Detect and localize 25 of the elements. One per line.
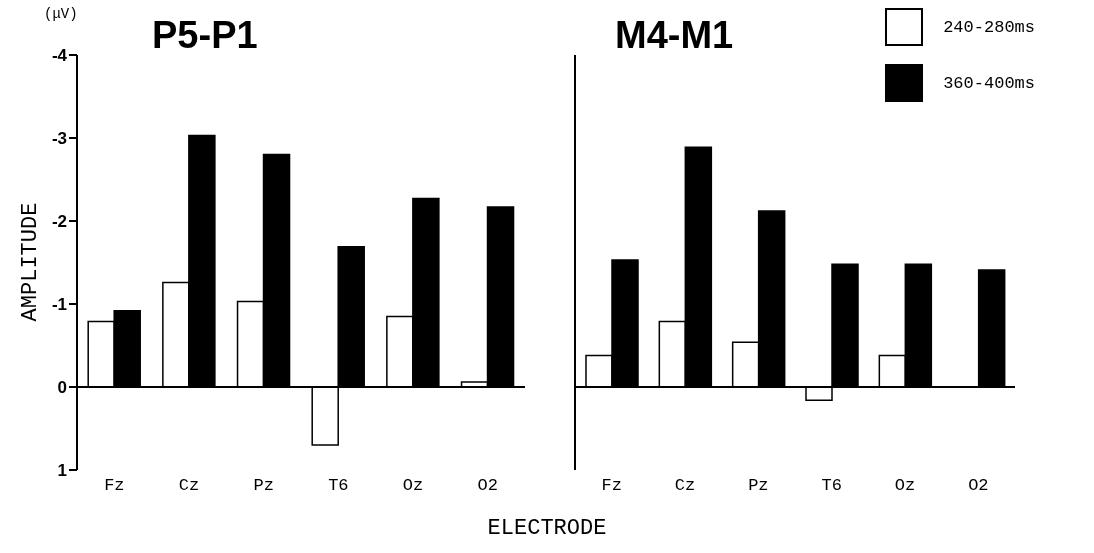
legend-label: 360-400ms [943, 73, 1035, 93]
x-tick-label: Cz [178, 476, 200, 496]
legend-label: 240-280ms [943, 17, 1035, 37]
x-tick-label: Pz [253, 476, 274, 496]
y-tick-label: 0 [57, 378, 67, 398]
y-tick-label: -1 [51, 295, 67, 315]
x-tick-label: O2 [968, 476, 989, 496]
x-tick-label: Oz [402, 476, 424, 496]
x-tick-label: Fz [601, 476, 622, 496]
y-tick-label: -2 [51, 212, 67, 232]
x-tick-label: T6 [821, 476, 842, 496]
x-tick-label: Fz [104, 476, 125, 496]
chart-title: P5-P1 [152, 14, 258, 57]
y-tick-label: 1 [57, 461, 67, 481]
x-tick-label: O2 [477, 476, 498, 496]
x-tick-label: T6 [328, 476, 349, 496]
x-axis-title: ELECTRODE [487, 515, 607, 541]
chart-title: M4-M1 [615, 14, 734, 57]
x-tick-label: Cz [674, 476, 696, 496]
text: (μV) [44, 6, 78, 22]
y-axis-title: AMPLITUDE [17, 202, 43, 322]
y-tick-label: -3 [51, 129, 67, 149]
x-tick-label: Pz [748, 476, 769, 496]
y-tick-label: -4 [51, 46, 68, 66]
x-tick-label: Oz [894, 476, 916, 496]
